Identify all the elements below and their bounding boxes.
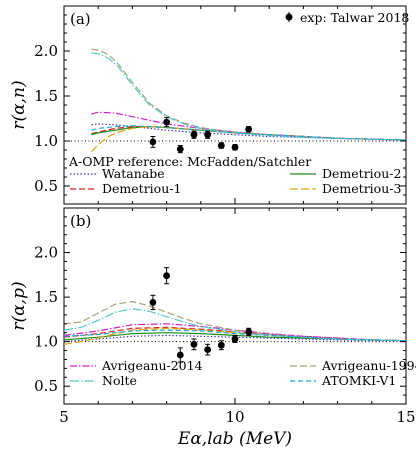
y-tick-label-a: 1.0	[34, 132, 58, 150]
exp-point-b	[190, 340, 198, 348]
series-group-b	[63, 300, 407, 345]
y-tick-label-a: 0.5	[34, 177, 58, 195]
exp-point-a	[163, 118, 171, 126]
exp-point-a	[190, 131, 198, 139]
exp-point-a	[245, 125, 253, 133]
yticklabels-b: 0.5 1.0 1.5 2.0	[34, 244, 58, 396]
y-tick-label-b: 0.5	[34, 377, 58, 395]
yticklabels-a: 0.5 1.0 1.5 2.0	[34, 42, 58, 195]
exp-point-b	[204, 346, 212, 354]
series-watanabe-a	[91, 123, 407, 141]
y-tick-label-b: 1.5	[34, 288, 58, 306]
y-tick-label-b: 1.0	[34, 333, 58, 351]
legend-exp-marker	[285, 13, 293, 21]
points-group-a	[149, 117, 253, 154]
exp-point-b	[176, 351, 184, 359]
ticks-group-b	[63, 207, 407, 405]
series-nolte-b	[63, 308, 407, 342]
exp-point-a	[176, 145, 184, 153]
legend-label-demetriou-3: Demetriou-3	[322, 181, 401, 196]
exp-point-a	[231, 143, 239, 151]
xlabel: Eα,lab (MeV)	[177, 429, 292, 449]
exp-point-b	[217, 341, 225, 349]
legend-label-avrigeanu-1994: Avrigeanu-1994	[321, 358, 416, 373]
panel-a: 0.5 1.0 1.5 2.0 (a) r(α,n) exp: Talwar 2018…	[9, 5, 409, 205]
ticks-group-a	[63, 5, 407, 205]
panel-label-a: (a)	[70, 10, 91, 28]
exp-point-b	[163, 272, 171, 280]
legend-label-nolte: Nolte	[102, 373, 137, 388]
xticklabels-b: 5 10 15	[59, 408, 415, 426]
series-atomki-v1-a	[91, 125, 407, 141]
series-avrigeanu-2014-b	[63, 323, 407, 342]
series-group-a	[90, 48, 407, 153]
legend-label-atomki-v1: ATOMKI-V1	[321, 373, 396, 388]
panel-label-b: (b)	[70, 212, 91, 230]
legend-label-demetriou-1: Demetriou-1	[102, 181, 181, 196]
exp-point-a	[204, 131, 212, 139]
x-tick-label: 15	[396, 408, 415, 426]
exp-point-b	[149, 299, 157, 306]
points-group-b	[149, 267, 253, 363]
legend-label-watanabe: Watanabe	[102, 166, 165, 181]
y-tick-label-a: 1.5	[34, 87, 58, 105]
legend-label-avrigeanu-2014: Avrigeanu-2014	[101, 358, 203, 373]
series-atomki-v1-b	[63, 329, 407, 342]
series-watanabe-b	[63, 334, 406, 343]
panel-b: 0.5 1.0 1.5 2.0 5 10 15 (b) r(α,p) Avrigeanu-…	[9, 207, 416, 449]
series-nolte-a	[91, 52, 407, 141]
y-tick-label-a: 2.0	[34, 42, 58, 60]
exp-point-b	[231, 335, 239, 343]
ylabel-a: r(α,n)	[9, 80, 29, 129]
x-tick-label: 5	[59, 408, 69, 426]
series-avrigeanu-1994-a	[91, 48, 407, 141]
legend-title: A-OMP reference: McFadden/Satchler	[68, 154, 311, 169]
exp-point-a	[217, 142, 225, 149]
ylabel-b: r(α,p)	[9, 281, 29, 330]
exp-point-b	[245, 328, 253, 336]
y-tick-label-b: 2.0	[34, 244, 58, 262]
exp-point-a	[149, 138, 157, 146]
legend-experiment: exp: Talwar 2018	[285, 10, 409, 25]
x-tick-label: 10	[225, 408, 244, 426]
legend-label-demetriou-2: Demetriou-2	[322, 166, 401, 181]
legend-exp-label: exp: Talwar 2018	[300, 10, 409, 25]
